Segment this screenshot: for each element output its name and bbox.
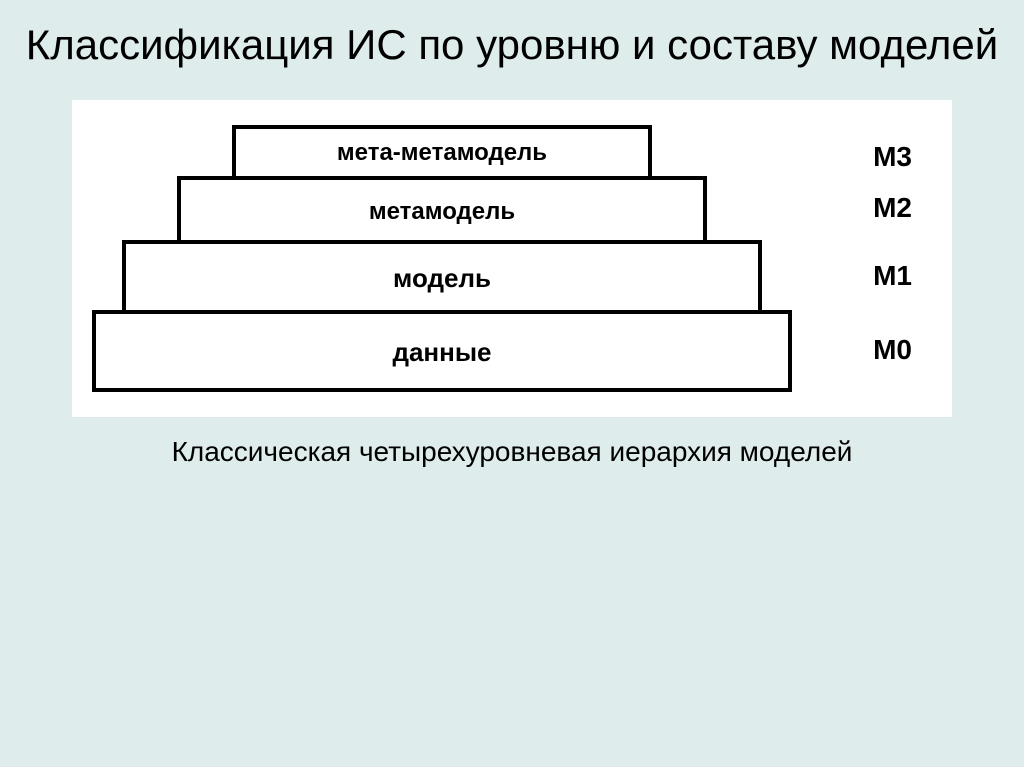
pyramid-diagram: мета-метамодель М3 метамодель М2 модель … [92, 125, 932, 392]
pyramid-level-row: метамодель М2 [92, 176, 932, 244]
pyramid-level-row: мета-метамодель М3 [92, 125, 932, 180]
pyramid-level-box: мета-метамодель [232, 125, 652, 180]
pyramid-level-box: модель [122, 240, 762, 314]
level-text: модель [393, 263, 491, 294]
level-label: М1 [873, 260, 912, 292]
diagram-container: мета-метамодель М3 метамодель М2 модель … [72, 100, 952, 417]
level-label: М0 [873, 334, 912, 366]
level-text: мета-метамодель [337, 139, 547, 167]
slide-title: Классификация ИС по уровню и составу мод… [26, 20, 999, 70]
level-text: метамодель [369, 198, 515, 226]
slide-caption: Классическая четырехуровневая иерархия м… [172, 437, 853, 468]
level-label: М2 [873, 192, 912, 224]
level-text: данные [392, 337, 491, 368]
level-label: М3 [873, 141, 912, 173]
pyramid-level-row: модель М1 [92, 240, 932, 314]
pyramid-level-box: данные [92, 310, 792, 392]
pyramid-level-box: метамодель [177, 176, 707, 244]
pyramid-level-row: данные М0 [92, 310, 932, 392]
